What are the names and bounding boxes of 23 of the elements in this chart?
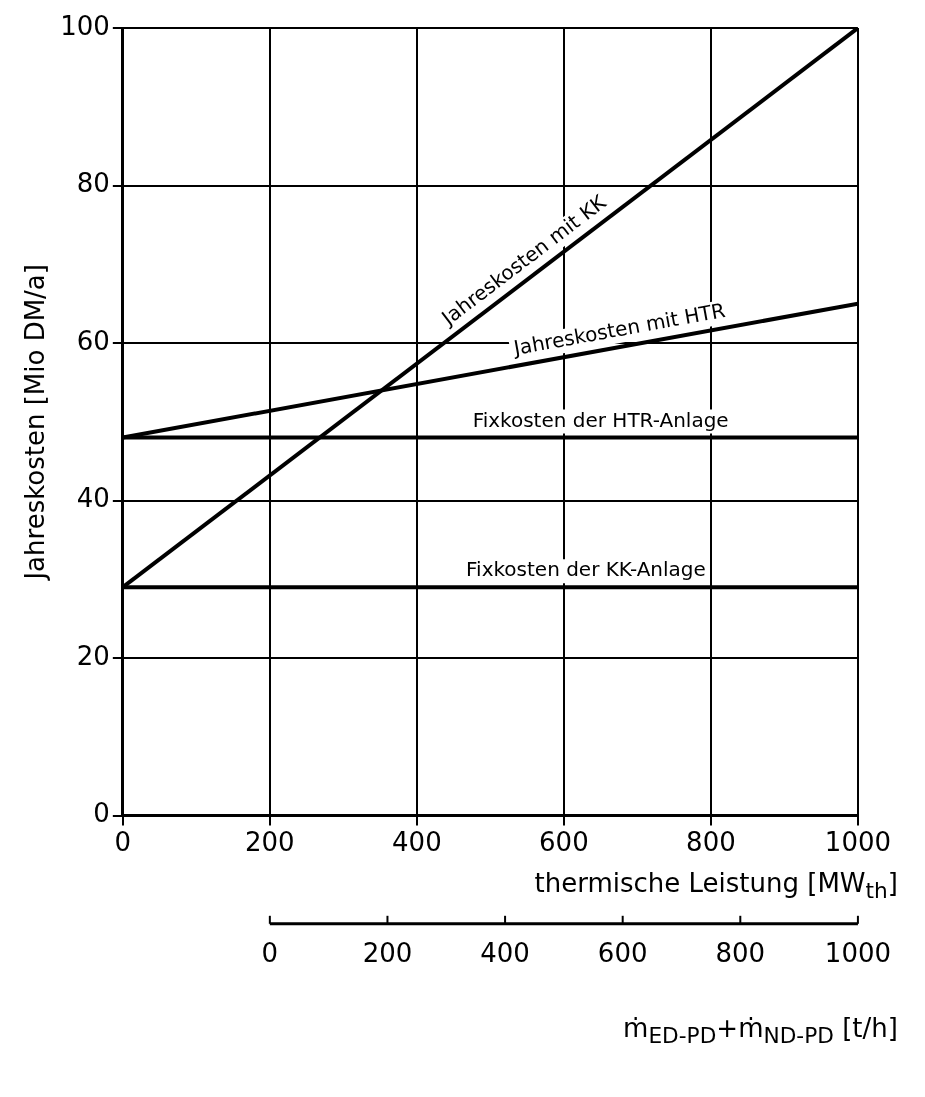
x2-tick-label: 0	[261, 938, 279, 969]
y-tick-label: 80	[76, 168, 110, 199]
x-tick-label: 0	[114, 826, 132, 857]
x-tick-label: 400	[392, 826, 442, 857]
x2-tick-label: 200	[362, 938, 413, 969]
x2-tick-label: 1000	[824, 938, 891, 969]
series-label: Fixkosten der KK-Anlage	[466, 557, 706, 582]
series-label: Fixkosten der HTR-Anlage	[472, 407, 729, 432]
x-axis-title: thermische Leistung [MW$_{th}$]	[533, 867, 898, 903]
x-tick-label: 800	[686, 826, 736, 857]
x2-tick-label: 400	[480, 938, 530, 969]
x-tick-label: 200	[245, 826, 295, 857]
x2-axis-title: ṁ$_{ED-PD}$+ṁ$_{ND-PD}$ [t/h]	[622, 1013, 898, 1049]
y-tick-label: 0	[93, 798, 110, 829]
y-axis-title: Jahreskosten [Mio DM/a]	[20, 264, 51, 582]
x2-tick-label: 600	[597, 938, 648, 969]
y-tick-label: 20	[76, 640, 110, 671]
y-tick-label: 100	[60, 10, 110, 41]
x2-tick-label: 800	[715, 938, 766, 969]
y-tick-label: 60	[76, 325, 110, 356]
x-tick-label: 600	[539, 826, 589, 857]
y-tick-label: 40	[76, 483, 110, 514]
x-tick-label: 1000	[824, 826, 891, 857]
